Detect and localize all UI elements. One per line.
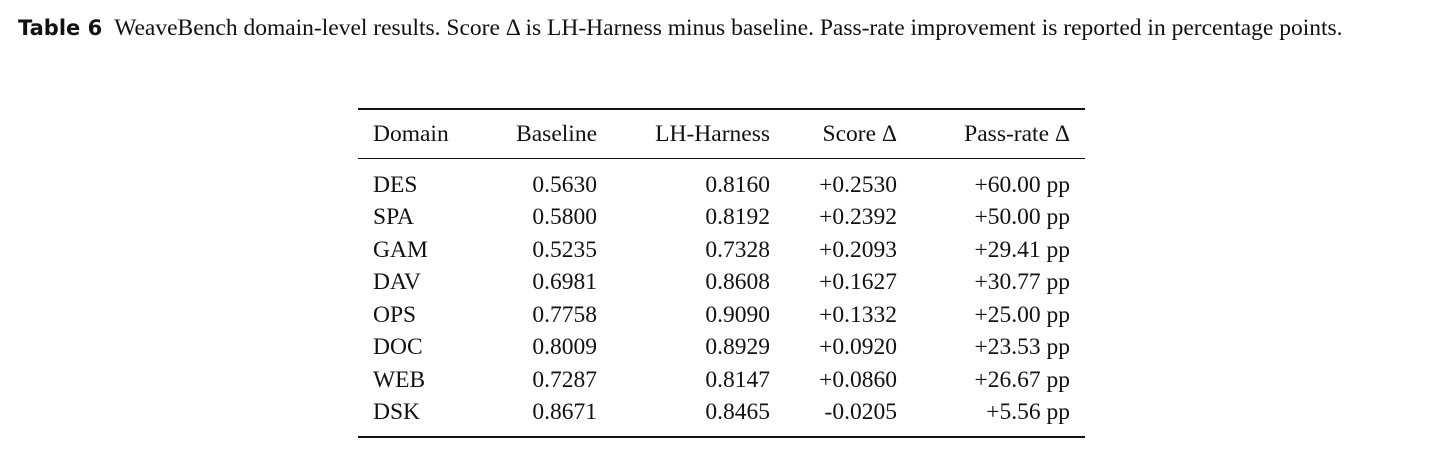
- table-cell: +26.67 pp: [974, 366, 1070, 393]
- header-cell: Baseline: [482, 109, 612, 159]
- table-cell: +5.56 pp: [986, 399, 1070, 426]
- header-cell: Domain: [358, 109, 482, 159]
- table-row: DSK 0.8671 0.8465 -0.0205 +5.56 pp: [358, 397, 1085, 438]
- table-cell: 0.8009: [532, 334, 597, 361]
- table-cell: +60.00 pp: [974, 171, 1070, 198]
- table-cell: 0.7758: [532, 301, 597, 328]
- table-cell: DOC: [373, 334, 423, 361]
- table-cell: +0.2392: [819, 204, 897, 231]
- table-cell: DSK: [373, 399, 421, 426]
- table-row: OPS 0.7758 0.9090 +0.1332 +25.00 pp: [358, 299, 1085, 332]
- table-cell: 0.8147: [705, 366, 770, 393]
- header-cell: Score Δ: [785, 109, 912, 159]
- table-cell: +0.1627: [819, 269, 897, 296]
- table-cell: SPA: [373, 204, 414, 231]
- table-cell: +0.0860: [819, 366, 897, 393]
- header-cell: Pass-rate Δ: [912, 109, 1085, 159]
- table-row: WEB 0.7287 0.8147 +0.0860 +26.67 pp: [358, 364, 1085, 397]
- caption-label: Table 6: [18, 16, 103, 40]
- table-cell: +50.00 pp: [974, 204, 1070, 231]
- table-cell: +30.77 pp: [974, 269, 1070, 296]
- table-cell: +0.2530: [819, 171, 897, 198]
- table-row: SPA 0.5800 0.8192 +0.2392 +50.00 pp: [358, 202, 1085, 235]
- table-cell: +25.00 pp: [974, 301, 1070, 328]
- table-cell: +0.0920: [819, 334, 897, 361]
- table-cell: +23.53 pp: [974, 334, 1070, 361]
- table-cell: 0.8929: [705, 334, 770, 361]
- table-row: DOC 0.8009 0.8929 +0.0920 +23.53 pp: [358, 332, 1085, 365]
- table-cell: DES: [373, 171, 418, 198]
- table-cell: 0.5630: [532, 171, 597, 198]
- table-cell: 0.8671: [532, 399, 597, 426]
- header-cell: LH-Harness: [612, 109, 785, 159]
- table-caption: Table 6 WeaveBench domain-level results. …: [18, 12, 1430, 44]
- table-cell: +0.1332: [819, 301, 897, 328]
- table-head: Domain Baseline LH-Harness Score Δ Pass-rate…: [358, 109, 1085, 159]
- table-cell: 0.8608: [705, 269, 770, 296]
- table-cell: 0.5800: [532, 204, 597, 231]
- table-cell: 0.9090: [705, 301, 770, 328]
- header-row: Domain Baseline LH-Harness Score Δ Pass-rate…: [358, 109, 1085, 159]
- table-cell: +0.2093: [819, 236, 897, 263]
- table-cell: +29.41 pp: [974, 236, 1070, 263]
- table-cell: 0.8465: [705, 399, 770, 426]
- caption-text: WeaveBench domain-level results. Score Δ…: [114, 15, 1343, 41]
- table-body: DES 0.5630 0.8160 +0.2530 +60.00 pp SPA 0.5800…: [358, 159, 1085, 438]
- table-cell: 0.8192: [705, 204, 770, 231]
- table-cell: 0.6981: [532, 269, 597, 296]
- table-row: DES 0.5630 0.8160 +0.2530 +60.00 pp: [358, 159, 1085, 202]
- table-cell: -0.0205: [824, 399, 897, 426]
- table-cell: 0.7328: [705, 236, 770, 263]
- table-cell: 0.7287: [532, 366, 597, 393]
- table-row: DAV 0.6981 0.8608 +0.1627 +30.77 pp: [358, 267, 1085, 300]
- table-cell: DAV: [373, 269, 421, 296]
- table-cell: 0.5235: [532, 236, 597, 263]
- results-table: Domain Baseline LH-Harness Score Δ Pass-rate…: [358, 108, 1085, 438]
- table-row: GAM 0.5235 0.7328 +0.2093 +29.41 pp: [358, 234, 1085, 267]
- table-cell: WEB: [373, 366, 426, 393]
- table-cell: GAM: [373, 236, 428, 263]
- table-cell: OPS: [373, 301, 417, 328]
- table-cell: 0.8160: [705, 171, 770, 198]
